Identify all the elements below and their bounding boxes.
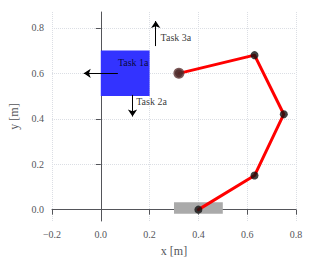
svg-text:y [m]: y [m]	[7, 103, 21, 129]
svg-text:0.0: 0.0	[32, 204, 45, 215]
svg-text:0.6: 0.6	[32, 68, 45, 79]
svg-text:0.2: 0.2	[32, 159, 45, 170]
svg-text:0.4: 0.4	[32, 113, 45, 124]
svg-text:Task 3a: Task 3a	[161, 32, 192, 43]
svg-text:0.4: 0.4	[192, 229, 205, 240]
svg-text:−0.2: −0.2	[43, 229, 61, 240]
svg-text:0.2: 0.2	[143, 229, 156, 240]
svg-text:x [m]: x [m]	[161, 244, 187, 258]
svg-text:Task 2a: Task 2a	[136, 96, 167, 107]
svg-text:0.6: 0.6	[241, 229, 254, 240]
svg-text:0.8: 0.8	[290, 229, 303, 240]
svg-text:0.0: 0.0	[95, 229, 108, 240]
svg-text:0.8: 0.8	[32, 22, 45, 33]
svg-text:Task 1a: Task 1a	[118, 57, 149, 68]
